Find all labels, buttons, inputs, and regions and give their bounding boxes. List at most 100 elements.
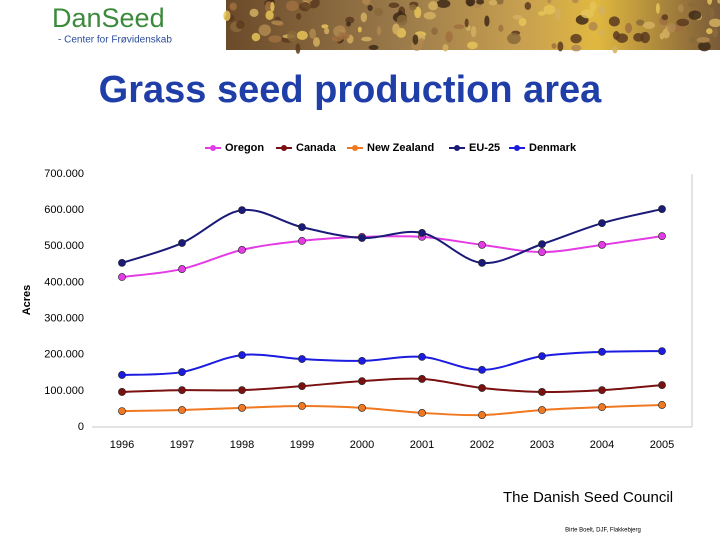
seed — [570, 33, 582, 44]
seed — [708, 18, 720, 28]
seed — [431, 27, 438, 35]
data-point — [238, 403, 246, 412]
seed — [265, 10, 274, 20]
seed — [507, 32, 521, 45]
data-point — [598, 386, 606, 395]
x-tick-label: 2003 — [530, 439, 554, 451]
seed — [258, 24, 271, 36]
seed — [496, 0, 504, 5]
seed — [643, 21, 656, 29]
seed — [698, 41, 711, 52]
data-point — [238, 386, 246, 395]
seed — [229, 2, 237, 11]
data-point — [478, 411, 486, 419]
seed — [661, 14, 669, 21]
x-tick-label: 1996 — [110, 439, 134, 451]
seed — [598, 29, 604, 36]
seed — [423, 11, 436, 20]
seed — [616, 33, 628, 43]
logo-subtitle: - Center for Frøvidenskab — [58, 35, 172, 46]
seed — [555, 8, 561, 20]
seed — [464, 18, 469, 28]
seed — [409, 4, 417, 11]
data-point — [298, 223, 306, 232]
legend-swatch — [514, 145, 520, 151]
seed — [376, 26, 382, 36]
series-line — [121, 350, 663, 376]
seed — [543, 4, 556, 15]
seed — [484, 15, 490, 27]
data-point — [118, 407, 126, 415]
seed — [612, 45, 618, 54]
legend-swatch — [281, 145, 287, 151]
series-line — [121, 235, 663, 278]
series-line — [121, 403, 663, 417]
seed — [357, 26, 362, 33]
data-point — [658, 381, 666, 389]
legend-swatch — [454, 145, 460, 151]
seed — [512, 14, 523, 20]
seed — [688, 2, 696, 7]
data-point — [658, 401, 666, 409]
seed — [223, 10, 231, 22]
seed — [388, 2, 400, 8]
y-tick-label: 200.000 — [44, 349, 84, 361]
data-point — [598, 403, 606, 412]
data-point — [118, 273, 126, 281]
seed — [712, 28, 719, 38]
legend-label: Oregon — [225, 142, 264, 154]
seed — [706, 28, 713, 35]
seed — [608, 16, 620, 27]
seed — [428, 1, 438, 11]
seed — [498, 24, 504, 32]
seed — [571, 44, 582, 52]
x-tick-label: 2002 — [470, 439, 494, 451]
seed — [518, 17, 527, 27]
seed — [696, 37, 710, 43]
y-tick-label: 500.000 — [44, 240, 84, 252]
y-tick-label: 600.000 — [44, 204, 84, 216]
seed — [412, 34, 419, 45]
data-point — [478, 365, 486, 374]
seed — [588, 21, 598, 31]
data-point — [178, 368, 186, 376]
data-point — [598, 240, 606, 249]
series-line — [121, 377, 663, 394]
seed — [707, 0, 713, 5]
seed — [688, 10, 702, 20]
seed — [676, 18, 690, 27]
seed — [450, 39, 456, 48]
seed — [361, 0, 371, 5]
seed — [324, 27, 330, 35]
seed — [677, 4, 684, 13]
legend-label: New Zealand — [367, 142, 434, 154]
seed — [367, 4, 373, 11]
data-point — [238, 206, 246, 215]
x-tick-label: 1997 — [170, 439, 194, 451]
data-point — [478, 259, 486, 267]
seed — [361, 36, 372, 42]
seed — [465, 0, 476, 7]
y-tick-label: 300.000 — [44, 312, 84, 324]
data-point — [118, 388, 126, 396]
data-point — [358, 234, 366, 242]
seed — [557, 41, 564, 52]
x-tick-label: 2001 — [410, 439, 434, 451]
logo: DanSeed — [52, 3, 165, 33]
data-point — [298, 402, 306, 410]
seed — [360, 12, 367, 23]
seed — [339, 32, 350, 40]
seed — [392, 23, 400, 35]
seed — [666, 22, 676, 33]
seed — [270, 1, 275, 12]
seed — [345, 16, 355, 24]
seed — [476, 0, 485, 5]
seed — [633, 32, 645, 42]
seed — [625, 22, 633, 34]
data-point — [358, 403, 366, 412]
seed — [436, 0, 451, 8]
seed — [589, 1, 597, 12]
seed-texture — [223, 0, 720, 54]
seed — [296, 13, 302, 20]
seed — [346, 21, 351, 27]
